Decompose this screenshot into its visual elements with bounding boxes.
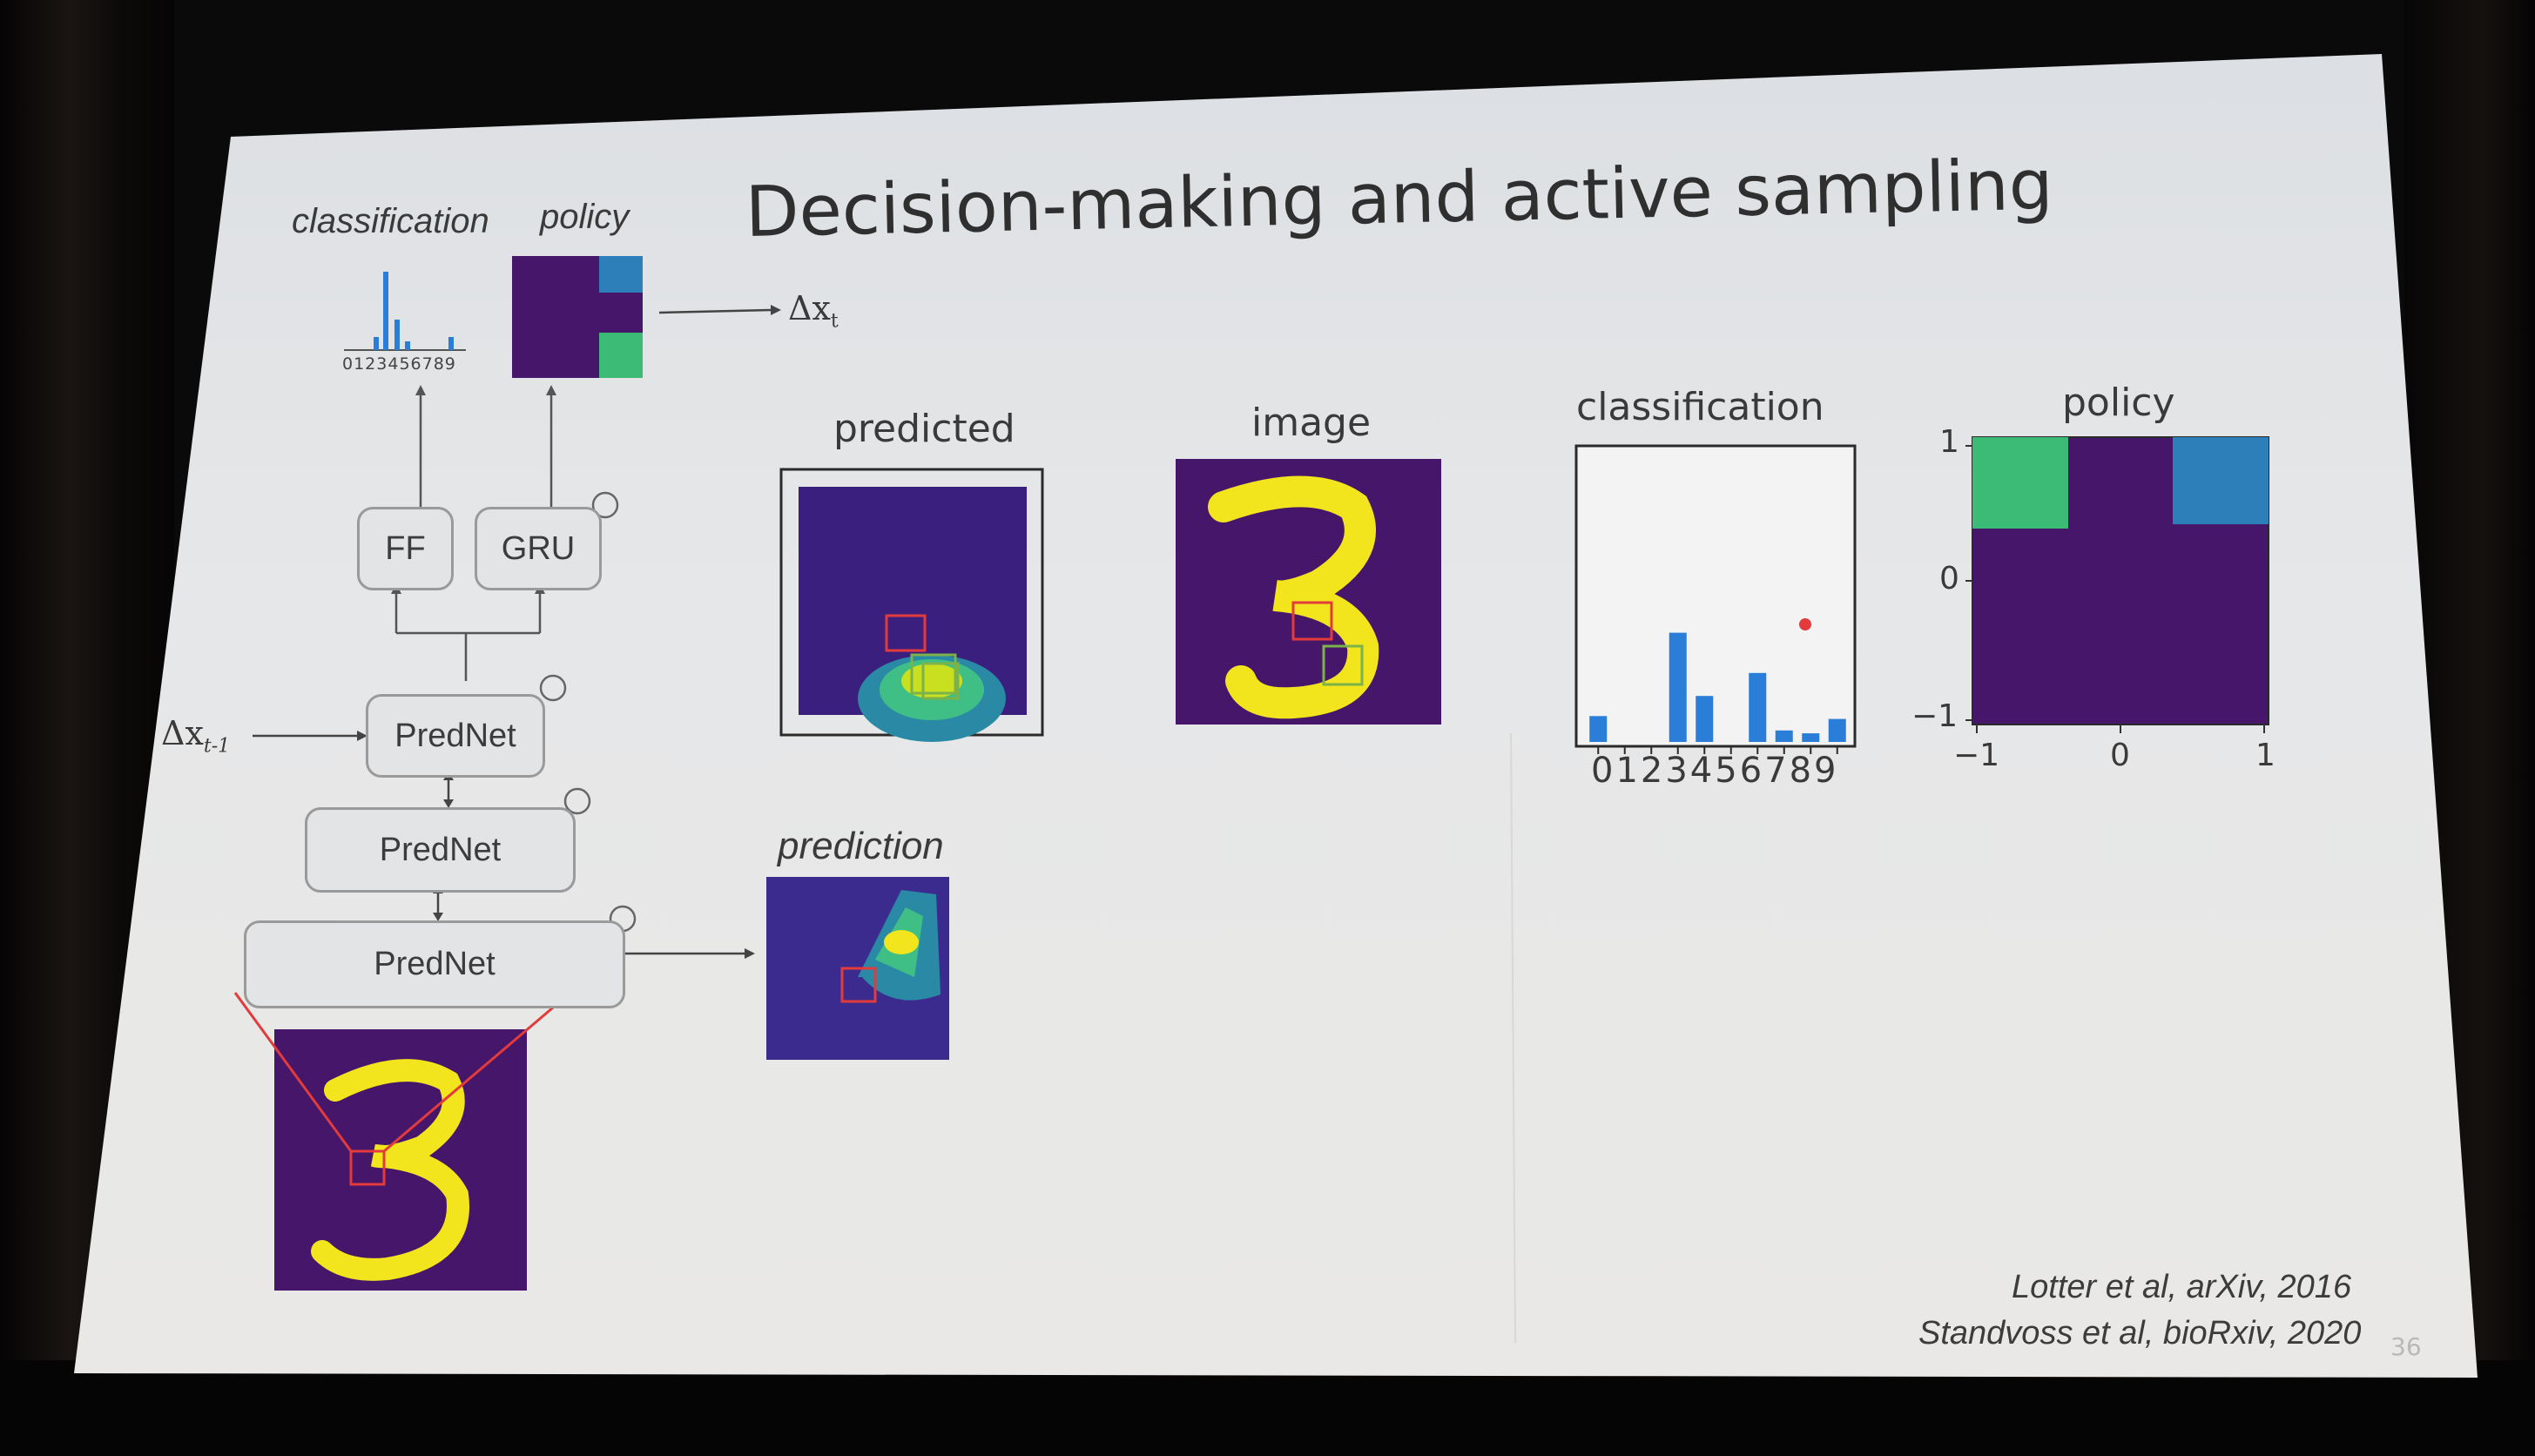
output-delta-label: Δxt — [788, 289, 839, 333]
page-number: 36 — [2390, 1332, 2422, 1361]
mini-bar — [383, 272, 388, 350]
policy-ytick-mid: 0 — [1939, 561, 1959, 597]
target-image — [1176, 459, 1441, 725]
classification-label: classification — [1576, 385, 1824, 429]
citation-1: Lotter et al, arXiv, 2016 — [2012, 1269, 2352, 1305]
prediction-label: prediction — [778, 825, 944, 867]
prednet-box-2: PredNet — [305, 807, 576, 893]
citation-2: Standvoss et al, bioRxiv, 2020 — [1918, 1315, 2362, 1352]
gru-box: GRU — [475, 507, 602, 590]
cursor-dot — [1799, 618, 1811, 630]
diagram-drawing — [233, 256, 2269, 1344]
mini-bar — [405, 341, 410, 350]
mini-policy-heatmap — [512, 256, 643, 378]
policy-ytick-top: 1 — [1939, 424, 1959, 460]
class-bar-9 — [1828, 718, 1846, 742]
mini-bar — [448, 337, 454, 350]
class-bar-7 — [1775, 730, 1793, 742]
output-arrow — [658, 308, 772, 314]
classification-tick-labels: 0123456789 — [1591, 751, 1839, 791]
top-policy-label: policy — [540, 198, 630, 236]
policy-xtick-mid: 0 — [2110, 738, 2130, 773]
output-delta-symbol: Δx — [788, 289, 831, 327]
output-delta-subscript: t — [830, 310, 839, 333]
prednet-box-3: PredNet — [244, 920, 625, 1008]
projection-screen: Decision-making and active sampling clas… — [74, 54, 2478, 1378]
mini-bar — [394, 320, 400, 350]
mini-classification-chart — [344, 272, 466, 351]
class-bar-3 — [1669, 632, 1687, 742]
image-label: image — [1251, 401, 1372, 445]
predicted-label: predicted — [833, 407, 1015, 451]
prednet-box-1: PredNet — [366, 694, 545, 778]
top-classification-label: classification — [292, 202, 489, 240]
mini-tick-labels: 0123456789 — [342, 354, 456, 374]
policy-label: policy — [2062, 381, 2175, 425]
input-delta-label: Δxt-1 — [161, 714, 230, 758]
predicted-image — [779, 468, 1044, 742]
class-bar-6 — [1749, 672, 1767, 742]
policy-xtick-left: −1 — [1953, 738, 2000, 773]
prediction-image — [766, 877, 949, 1060]
mini-bar — [374, 337, 379, 350]
class-bar-0 — [1589, 716, 1608, 742]
ff-box: FF — [357, 507, 454, 590]
policy-xtick-right: 1 — [2255, 738, 2275, 773]
input-delta-symbol: Δx — [161, 714, 204, 752]
class-bar-8 — [1802, 733, 1820, 742]
classification-plot — [1574, 444, 1857, 754]
class-bar-4 — [1696, 696, 1714, 742]
policy-ytick-bottom: −1 — [1911, 698, 1959, 734]
input-digit-image — [233, 991, 571, 1291]
policy-heatmap — [1965, 436, 2269, 733]
input-delta-subscript: t-1 — [203, 735, 231, 758]
